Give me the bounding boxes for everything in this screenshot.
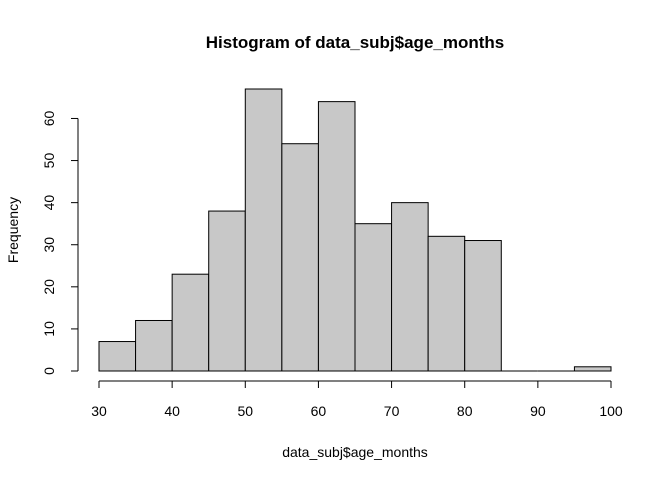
histogram-bar <box>317 101 356 372</box>
x-tick-label: 80 <box>457 403 473 419</box>
y-tick-label: 50 <box>41 153 57 169</box>
x-tick-label: 100 <box>599 403 623 419</box>
histogram-bar <box>427 235 466 372</box>
x-tick-label: 50 <box>237 403 253 419</box>
histogram-bar <box>354 223 393 372</box>
y-tick-label: 0 <box>41 367 57 375</box>
y-axis-label: Frequency <box>5 197 21 263</box>
x-axis-label: data_subj$age_months <box>282 444 428 460</box>
y-tick-label: 40 <box>41 195 57 211</box>
histogram-bar <box>171 273 210 372</box>
histogram-bar <box>391 202 429 372</box>
x-tick-label: 40 <box>164 403 180 419</box>
y-tick-label: 60 <box>41 110 57 126</box>
histogram-bar <box>573 366 612 372</box>
y-tick-label: 20 <box>41 279 57 295</box>
histogram-bar <box>98 341 137 372</box>
histogram-bar <box>281 143 319 372</box>
x-tick-label: 30 <box>91 403 107 419</box>
histogram-bar <box>208 210 246 372</box>
histogram-bars <box>98 88 612 372</box>
x-axis: 30 40 50 60 70 80 90 100 <box>91 380 623 419</box>
histogram-bar <box>135 319 173 372</box>
y-tick-label: 10 <box>41 321 57 337</box>
chart-title: Histogram of data_subj$age_months <box>206 33 505 52</box>
x-tick-label: 90 <box>530 403 546 419</box>
y-tick-label: 30 <box>41 237 57 253</box>
y-axis: 0 10 20 30 40 50 60 <box>41 110 79 375</box>
histogram-bar <box>244 88 283 372</box>
x-tick-label: 70 <box>384 403 400 419</box>
x-tick-label: 60 <box>311 403 327 419</box>
histogram-bar <box>464 240 502 372</box>
